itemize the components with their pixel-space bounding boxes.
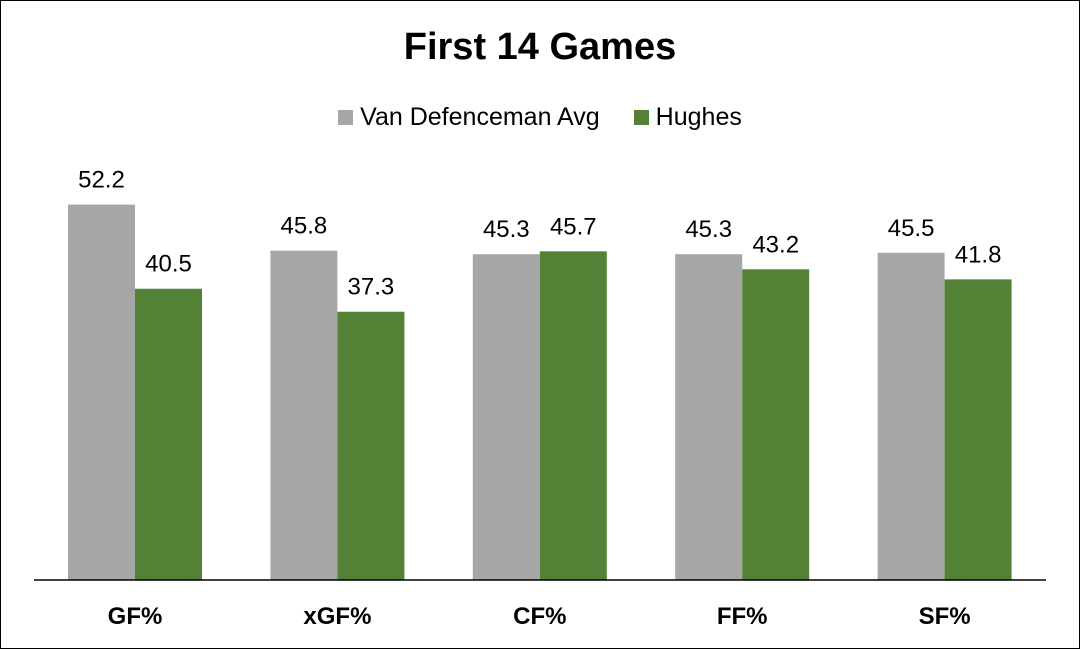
data-label-van-defenceman-avg-cf: 45.3 (483, 216, 530, 243)
data-label-hughes-xgf: 37.3 (348, 274, 395, 301)
bar-hughes-gf (135, 288, 202, 580)
bar-hughes-sf (944, 279, 1012, 580)
bar-van-defenceman-avg-cf (472, 254, 540, 580)
legend-item-van-defenceman-avg: Van Defenceman Avg (338, 103, 600, 132)
data-label-hughes-cf: 45.7 (550, 213, 597, 240)
bar-hughes-cf (539, 251, 607, 580)
bar-hughes-xgf (337, 311, 405, 580)
legend-label-van-defenceman-avg: Van Defenceman Avg (360, 103, 600, 131)
bar-van-defenceman-avg-sf (877, 252, 945, 580)
chart-title: First 14 Games (403, 26, 677, 68)
data-label-van-defenceman-avg-sf: 45.5 (888, 215, 935, 242)
data-label-van-defenceman-avg-ff: 45.3 (685, 216, 732, 243)
legend-swatch-hughes (633, 110, 649, 125)
bar-van-defenceman-avg-ff (675, 254, 743, 580)
bar-hughes-ff (742, 269, 810, 580)
legend-item-hughes: Hughes (633, 103, 742, 132)
category-label-xgf: xGF% (303, 603, 371, 630)
data-label-hughes-ff: 43.2 (752, 231, 799, 258)
category-label-gf: GF% (108, 603, 163, 630)
category-label-ff: FF% (717, 603, 768, 630)
category-label-sf: SF% (919, 603, 971, 630)
legend-swatch-van-defenceman-avg (338, 110, 354, 125)
data-label-van-defenceman-avg-gf: 52.2 (78, 167, 125, 194)
data-label-van-defenceman-avg-xgf: 45.8 (281, 213, 328, 240)
category-label-cf: CF% (513, 603, 566, 630)
legend: Van Defenceman Avg Hughes (0, 103, 1080, 132)
bar-van-defenceman-avg-xgf (270, 250, 338, 580)
bar-van-defenceman-avg-gf (68, 204, 135, 580)
data-label-hughes-gf: 40.5 (145, 251, 192, 278)
data-label-hughes-sf: 41.8 (955, 241, 1002, 268)
legend-label-hughes: Hughes (655, 103, 742, 131)
